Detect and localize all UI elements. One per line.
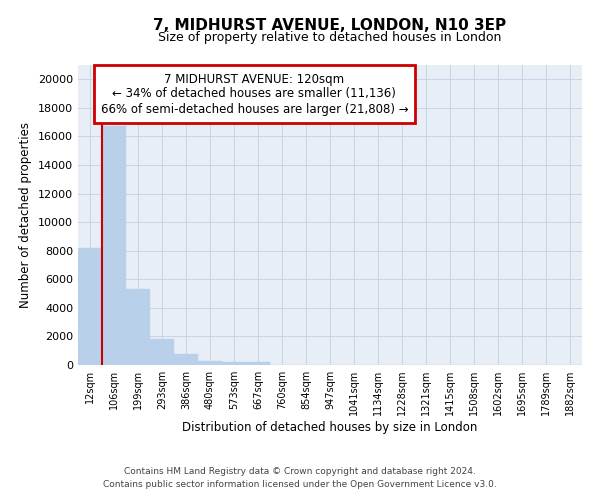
Text: Contains HM Land Registry data © Crown copyright and database right 2024.: Contains HM Land Registry data © Crown c… xyxy=(124,468,476,476)
Bar xyxy=(78,248,102,365)
Text: 7 MIDHURST AVENUE: 120sqm
← 34% of detached houses are smaller (11,136)
66% of s: 7 MIDHURST AVENUE: 120sqm ← 34% of detac… xyxy=(101,72,408,116)
Y-axis label: Number of detached properties: Number of detached properties xyxy=(19,122,32,308)
Bar xyxy=(150,340,174,365)
Bar xyxy=(222,362,246,365)
Text: Size of property relative to detached houses in London: Size of property relative to detached ho… xyxy=(158,32,502,44)
Bar xyxy=(246,362,270,365)
Bar xyxy=(198,360,222,365)
Text: Contains public sector information licensed under the Open Government Licence v3: Contains public sector information licen… xyxy=(103,480,497,489)
Bar xyxy=(102,126,126,365)
Bar xyxy=(126,290,150,365)
Text: 7, MIDHURST AVENUE, LONDON, N10 3EP: 7, MIDHURST AVENUE, LONDON, N10 3EP xyxy=(154,18,506,32)
X-axis label: Distribution of detached houses by size in London: Distribution of detached houses by size … xyxy=(182,421,478,434)
Bar xyxy=(174,354,198,365)
